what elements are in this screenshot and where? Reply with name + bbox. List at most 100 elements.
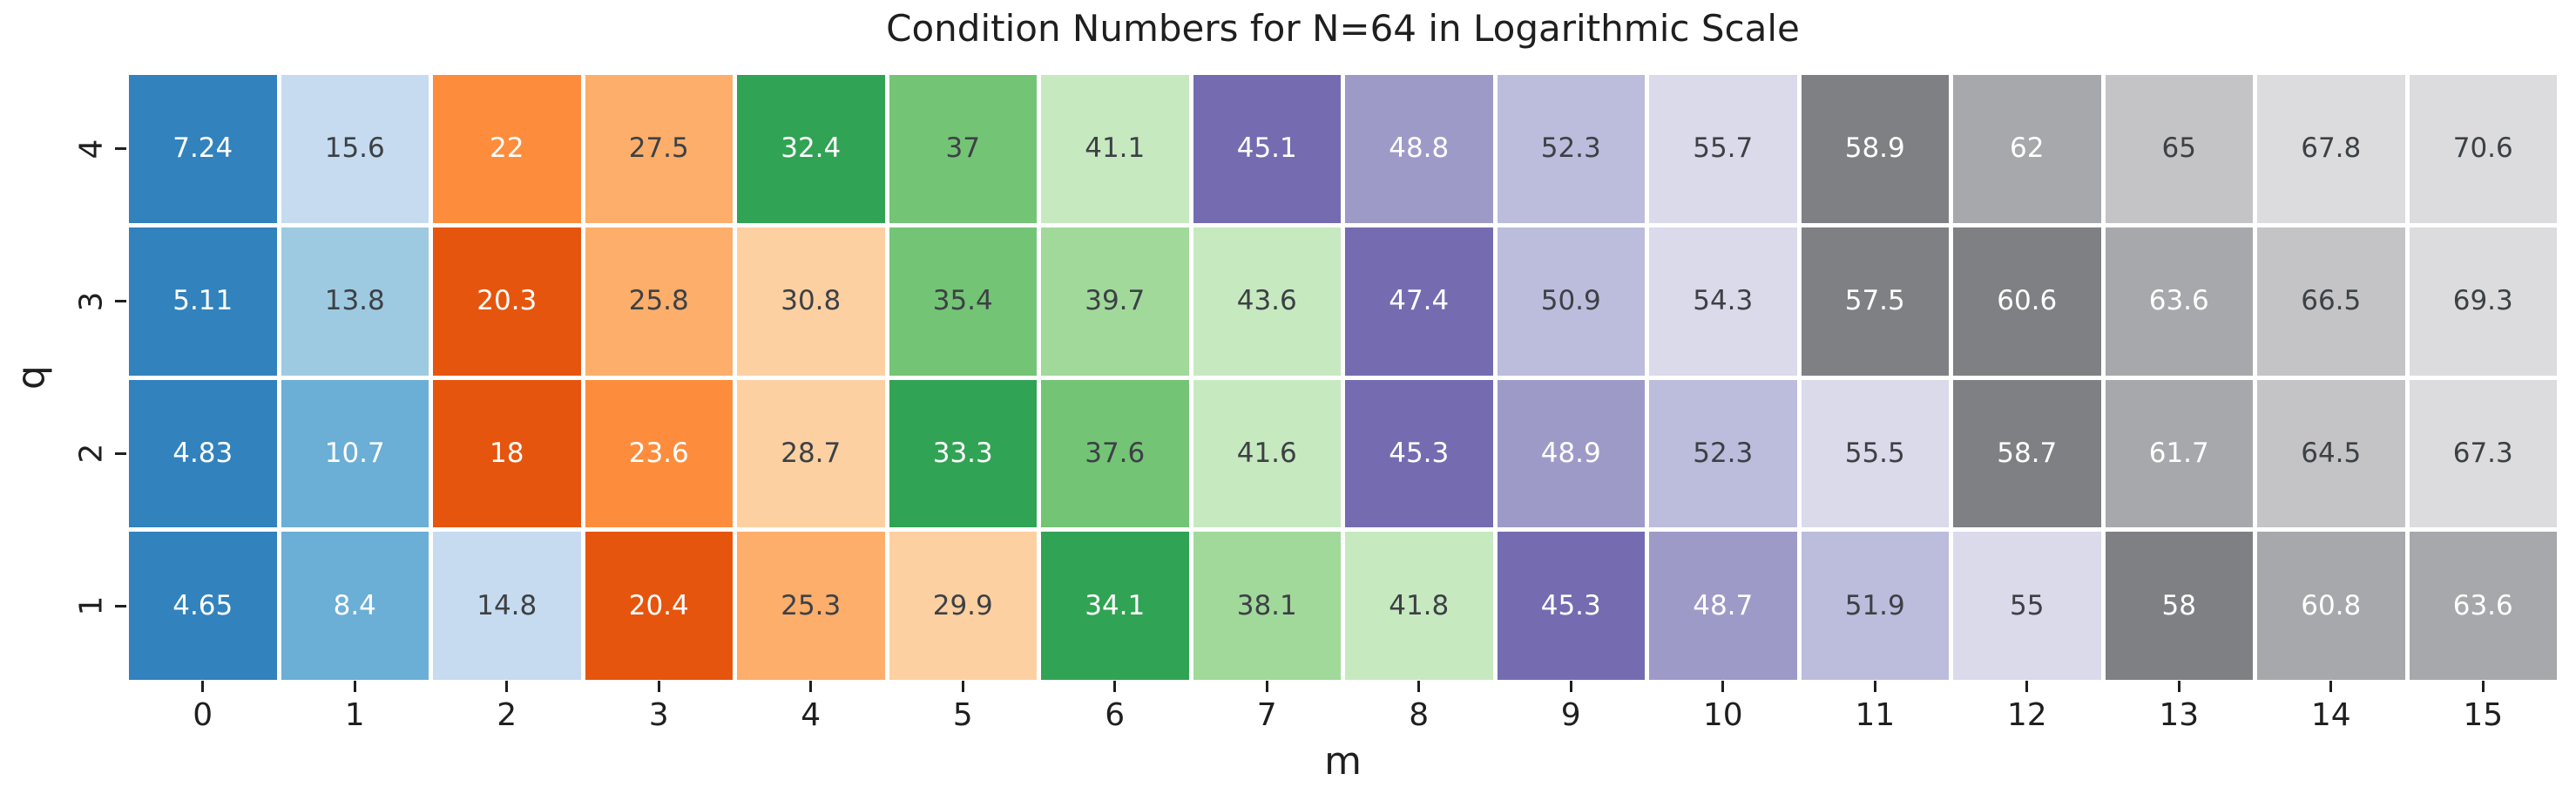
cell-value: 23.6 [628, 437, 689, 469]
heatmap-cell: 4.65 [129, 532, 277, 680]
x-tick-mark [1569, 681, 1572, 692]
cell-value: 65 [2161, 132, 2196, 165]
cell-value: 52.3 [1540, 132, 1601, 165]
cell-value: 48.8 [1389, 132, 1450, 165]
heatmap-cell: 48.7 [1649, 532, 1797, 680]
heatmap-cell: 55.5 [1801, 379, 1949, 528]
cell-value: 4.65 [172, 589, 233, 621]
cell-value: 58 [2161, 589, 2196, 621]
heatmap-cell: 39.7 [1041, 227, 1189, 376]
cell-value: 66.5 [2301, 285, 2362, 317]
cell-value: 10.7 [324, 437, 385, 469]
heatmap-cell: 43.6 [1193, 227, 1341, 376]
cell-value: 55.7 [1693, 132, 1754, 165]
heatmap-cell: 23.6 [585, 379, 733, 528]
cell-value: 41.8 [1389, 589, 1450, 621]
cell-value: 5.11 [172, 285, 233, 317]
heatmap-cell: 60.6 [1953, 227, 2101, 376]
heatmap-cell: 10.7 [281, 379, 429, 528]
x-tick-mark [2025, 681, 2029, 692]
cell-value: 15.6 [324, 132, 385, 165]
cell-value: 32.4 [781, 132, 842, 165]
x-tick-mark [1113, 681, 1117, 692]
cell-value: 34.1 [1085, 589, 1146, 621]
cell-value: 48.7 [1693, 589, 1754, 621]
heatmap-cell: 55 [1953, 532, 2101, 680]
x-tick-label: 13 [2159, 697, 2200, 733]
cell-value: 28.7 [781, 437, 842, 469]
cell-value: 4.83 [172, 437, 233, 469]
cell-value: 67.8 [2301, 132, 2362, 165]
cell-value: 33.3 [932, 437, 993, 469]
x-tick-mark [2329, 681, 2333, 692]
cell-value: 18 [490, 437, 524, 469]
heatmap-cell: 58.7 [1953, 379, 2101, 528]
cell-value: 25.8 [628, 285, 689, 317]
heatmap-cell: 50.9 [1497, 227, 1645, 376]
chart-title: Condition Numbers for N=64 in Logarithmi… [886, 7, 1800, 50]
heatmap-cell: 57.5 [1801, 227, 1949, 376]
cell-value: 37.6 [1085, 437, 1146, 469]
cell-value: 51.9 [1844, 589, 1905, 621]
y-tick-mark [115, 300, 126, 303]
x-tick-mark [1265, 681, 1268, 692]
heatmap-cell: 41.6 [1193, 379, 1341, 528]
heatmap-cell: 45.1 [1193, 75, 1341, 223]
heatmap-cell: 37.6 [1041, 379, 1189, 528]
x-tick-label: 14 [2310, 697, 2351, 733]
x-tick-label: 11 [1855, 697, 1896, 733]
cell-value: 54.3 [1693, 285, 1754, 317]
x-tick-label: 5 [952, 697, 973, 733]
cell-value: 41.6 [1236, 437, 1297, 469]
heatmap-cell: 70.6 [2409, 75, 2557, 223]
cell-value: 37 [945, 132, 980, 165]
cell-value: 41.1 [1085, 132, 1146, 165]
x-tick-mark [1721, 681, 1725, 692]
heatmap-cell: 58.9 [1801, 75, 1949, 223]
heatmap-cell: 66.5 [2257, 227, 2405, 376]
heatmap-cell: 52.3 [1497, 75, 1645, 223]
y-tick-label: 3 [73, 291, 110, 312]
heatmap-cell: 64.5 [2257, 379, 2405, 528]
heatmap-cell: 69.3 [2409, 227, 2557, 376]
heatmap-cell: 45.3 [1345, 379, 1493, 528]
x-tick-mark [657, 681, 660, 692]
cell-value: 30.8 [781, 285, 842, 317]
x-tick-label: 9 [1560, 697, 1581, 733]
y-tick-mark [115, 451, 126, 455]
heatmap-cell: 67.8 [2257, 75, 2405, 223]
x-tick-mark [1417, 681, 1421, 692]
heatmap-cell: 14.8 [433, 532, 581, 680]
heatmap-cell: 37 [889, 75, 1037, 223]
x-tick-label: 10 [1702, 697, 1743, 733]
x-tick-mark [961, 681, 964, 692]
heatmap-cell: 25.8 [585, 227, 733, 376]
heatmap-cell: 41.8 [1345, 532, 1493, 680]
heatmap-cell: 20.3 [433, 227, 581, 376]
heatmap-cell: 32.4 [737, 75, 885, 223]
x-axis-label: m [1324, 739, 1362, 784]
cell-value: 67.3 [2452, 437, 2513, 469]
heatmap-cell: 38.1 [1193, 532, 1341, 680]
cell-value: 45.1 [1236, 132, 1297, 165]
y-tick-label: 1 [73, 595, 110, 616]
cell-value: 48.9 [1540, 437, 1601, 469]
heatmap-cell: 48.9 [1497, 379, 1645, 528]
x-tick-mark [353, 681, 356, 692]
x-tick-mark [201, 681, 205, 692]
cell-value: 55 [2010, 589, 2045, 621]
heatmap-cell: 45.3 [1497, 532, 1645, 680]
heatmap-cell: 62 [1953, 75, 2101, 223]
x-tick-mark [2481, 681, 2485, 692]
cell-value: 55.5 [1844, 437, 1905, 469]
heatmap-cell: 22 [433, 75, 581, 223]
cell-value: 47.4 [1389, 285, 1450, 317]
cell-value: 60.8 [2301, 589, 2362, 621]
x-tick-label: 6 [1105, 697, 1126, 733]
heatmap-cell: 8.4 [281, 532, 429, 680]
cell-value: 27.5 [628, 132, 689, 165]
heatmap-cell: 47.4 [1345, 227, 1493, 376]
heatmap-cell: 48.8 [1345, 75, 1493, 223]
heatmap-cell: 67.3 [2409, 379, 2557, 528]
